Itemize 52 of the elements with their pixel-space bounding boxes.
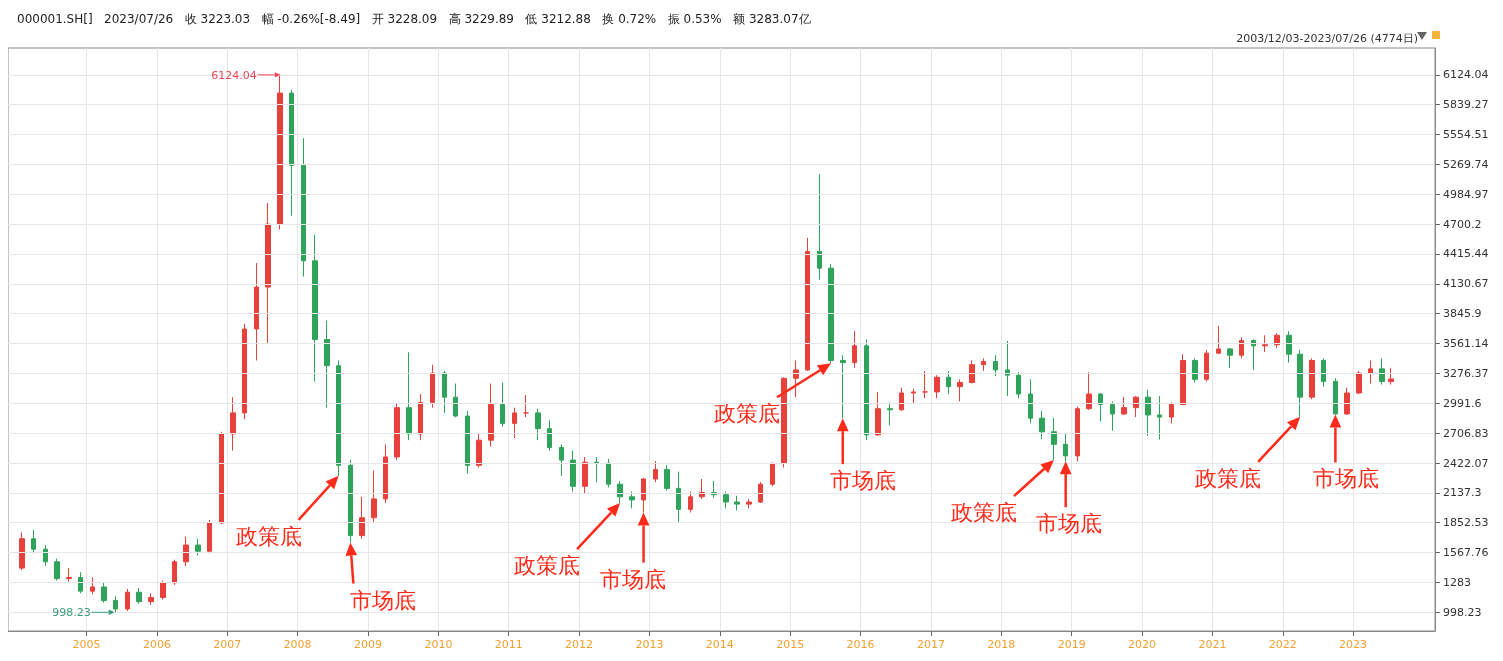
y-tick-label: 4700.2	[1443, 217, 1482, 231]
y-tick-label: 5269.74	[1443, 157, 1489, 171]
x-tick-label: 2007	[213, 638, 242, 651]
x-tick-label: 2013	[635, 638, 664, 651]
y-tick-label: 1852.53	[1443, 516, 1489, 530]
y-tick-label: 2137.3	[1443, 486, 1482, 500]
annotation: 政策底	[950, 500, 1017, 526]
x-tick-label: 2005	[72, 638, 101, 651]
annotation: 政策底	[714, 401, 781, 427]
chart-title: 000001.SH[] 2023/07/26 收 3223.03 幅 -0.26%[-8.49] 开 3228.09 高 3229.89 低 3212.88 换 0.72% 振 0.53% 额 3283.07亿	[17, 12, 811, 26]
x-tick-label: 2020	[1127, 638, 1156, 651]
x-tick-label: 2018	[987, 638, 1016, 651]
y-tick-label: 2706.83	[1443, 426, 1489, 440]
x-tick-label: 2022	[1268, 638, 1297, 651]
x-tick-label: 2014	[705, 638, 734, 651]
y-tick-label: 3845.9	[1443, 307, 1482, 321]
annotation: 市场底	[599, 566, 666, 592]
y-tick-label: 3561.14	[1443, 337, 1489, 351]
y-tick-label: 998.23	[1443, 605, 1482, 619]
chart-subtitle: 2003/12/03-2023/07/26 (4774日)	[1236, 32, 1418, 45]
y-tick-label: 3276.37	[1443, 366, 1489, 380]
annotation: 市场底	[1035, 511, 1102, 537]
x-tick-label: 2015	[776, 638, 805, 651]
x-tick-label: 2006	[142, 638, 171, 651]
annotation: 998.23	[52, 606, 91, 620]
annotation: 市场底	[1313, 466, 1380, 492]
x-tick-label: 2012	[565, 638, 594, 651]
annotation: 市场底	[829, 468, 896, 494]
y-tick-label: 6124.04	[1443, 68, 1489, 82]
y-tick-label: 1567.76	[1443, 546, 1489, 560]
annotation: 6124.04	[211, 68, 257, 82]
x-tick-label: 2011	[494, 638, 523, 651]
x-tick-label: 2019	[1057, 638, 1086, 651]
x-tick-label: 2009	[354, 638, 383, 651]
y-tick-label: 5554.51	[1443, 128, 1489, 142]
x-tick-label: 2021	[1198, 638, 1227, 651]
y-tick-label: 4984.97	[1443, 187, 1489, 201]
annotation: 市场底	[350, 587, 417, 613]
y-tick-label: 2991.6	[1443, 396, 1482, 410]
x-tick-label: 2010	[424, 638, 453, 651]
y-tick-label: 4415.44	[1443, 247, 1489, 261]
annotation: 政策底	[1195, 465, 1262, 491]
y-tick-label: 2422.07	[1443, 456, 1489, 470]
annotation: 政策底	[235, 523, 302, 549]
x-tick-label: 2017	[917, 638, 946, 651]
x-tick-label: 2008	[283, 638, 312, 651]
y-tick-label: 4130.67	[1443, 277, 1489, 291]
y-tick-label: 1283	[1443, 575, 1471, 589]
annotation: 政策底	[514, 553, 581, 579]
y-tick-label: 5839.27	[1443, 98, 1489, 112]
x-tick-label: 2016	[846, 638, 875, 651]
x-tick-label: 2023	[1339, 638, 1368, 651]
